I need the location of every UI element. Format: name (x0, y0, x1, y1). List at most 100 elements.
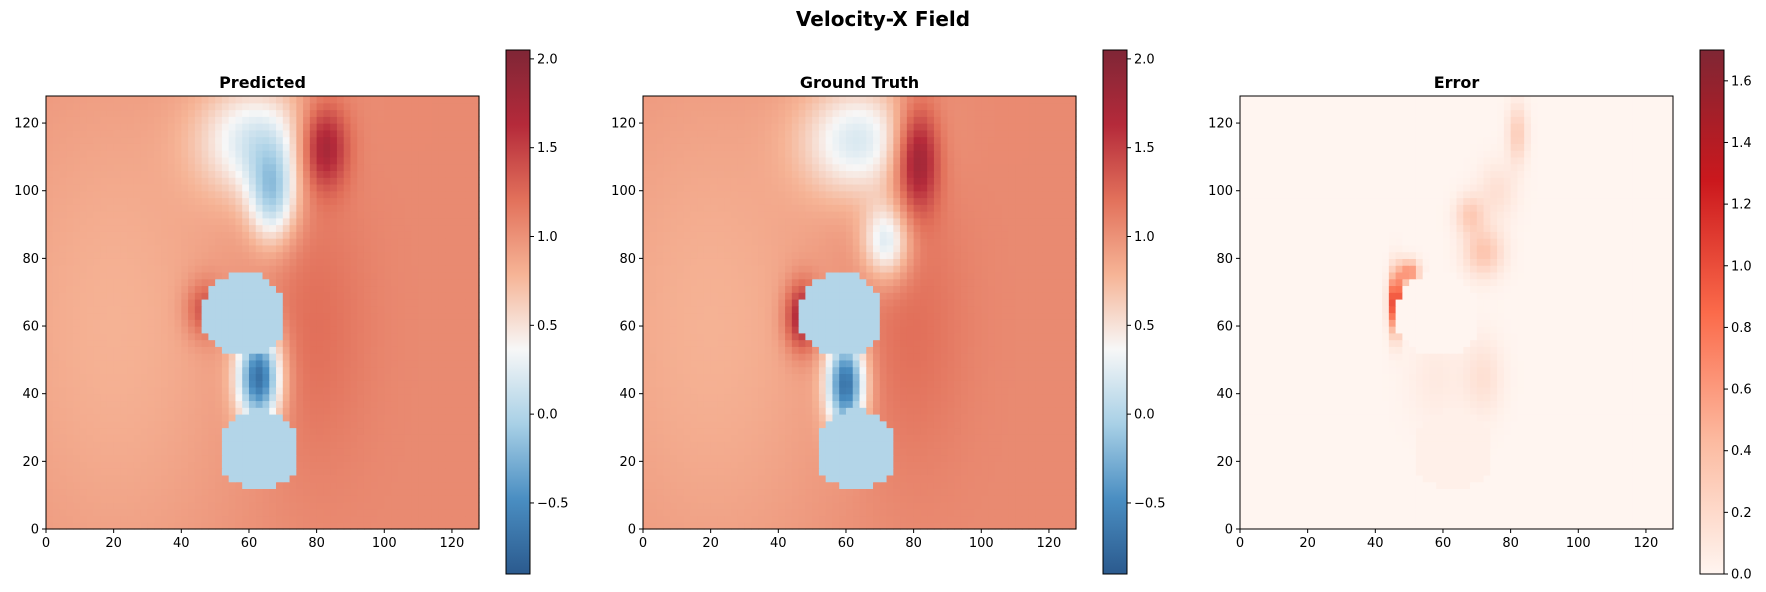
heatmap-cell (377, 265, 385, 273)
heatmap-cell (208, 150, 216, 158)
heatmap-cell (710, 468, 719, 476)
heatmap-cell (296, 292, 304, 300)
heatmap-cell (744, 447, 752, 456)
heatmap-cell (336, 244, 345, 253)
heatmap-cell (656, 434, 664, 442)
heatmap-cell (262, 150, 270, 158)
heatmap-cell (140, 123, 149, 131)
heatmap-cell (323, 332, 331, 341)
heatmap-cell (194, 515, 203, 523)
heatmap-cell (296, 366, 304, 374)
heatmap-cell (140, 359, 149, 368)
heatmap-cell (194, 420, 203, 429)
heatmap-cell (1055, 515, 1064, 523)
heatmap-cell (451, 373, 460, 381)
heatmap-cell (52, 373, 61, 381)
heatmap-cell (465, 413, 473, 422)
heatmap-cell (208, 447, 216, 456)
heatmap-cell (174, 238, 182, 246)
heatmap-cell (248, 177, 257, 185)
heatmap-cell (52, 238, 61, 246)
heatmap-cell (296, 143, 304, 151)
heatmap-cell (859, 522, 867, 530)
heatmap-cell (323, 278, 331, 287)
heatmap-cell (994, 481, 1003, 490)
heatmap-cell (791, 508, 800, 517)
heatmap-cell (221, 332, 230, 341)
heatmap-cell (188, 217, 196, 226)
heatmap-cell (404, 454, 412, 462)
heatmap-cell (282, 123, 291, 131)
heatmap-cell (262, 319, 270, 327)
heatmap-cell (289, 380, 297, 388)
heatmap-cell (181, 386, 189, 395)
heatmap-cell (228, 441, 237, 449)
heatmap-cell (438, 495, 446, 503)
heatmap-cell (404, 197, 412, 205)
heatmap-cell (336, 380, 345, 388)
heatmap-cell (59, 292, 67, 300)
heatmap-cell (812, 441, 820, 449)
heatmap-cell (316, 454, 324, 462)
heatmap-cell (221, 129, 230, 138)
heatmap-cell (465, 366, 473, 374)
heatmap-cell (140, 190, 149, 199)
heatmap-cell (303, 522, 311, 530)
heatmap-cell (100, 312, 108, 320)
heatmap-cell (133, 190, 142, 199)
heatmap-cell (113, 434, 122, 442)
heatmap-cell (472, 238, 480, 246)
heatmap-cell (133, 474, 142, 483)
heatmap-cell (303, 454, 311, 462)
heatmap-cell (458, 197, 467, 205)
heatmap-cell (248, 508, 257, 517)
heatmap-cell (1008, 461, 1016, 469)
heatmap-cell (154, 386, 162, 395)
heatmap-cell (805, 515, 813, 523)
heatmap-cell (323, 420, 331, 429)
heatmap-cell (147, 454, 155, 462)
heatmap-cell (282, 190, 291, 199)
heatmap-cell (845, 447, 854, 456)
heatmap-cell (357, 217, 365, 226)
heatmap-cell (404, 319, 412, 327)
heatmap-cell (133, 373, 142, 381)
heatmap-cell (167, 366, 176, 374)
heatmap-cell (59, 393, 67, 402)
heatmap-cell (133, 265, 142, 273)
heatmap-cell (472, 359, 480, 368)
heatmap-cell (174, 407, 182, 415)
heatmap-cell (242, 447, 250, 456)
heatmap-cell (1028, 474, 1037, 483)
heatmap-cell (73, 447, 81, 456)
heatmap-cell (404, 143, 412, 151)
heatmap-cell (818, 454, 827, 462)
heatmap-cell (167, 447, 176, 456)
heatmap-cell (336, 495, 345, 503)
heatmap-cell (140, 420, 149, 429)
heatmap-cell (289, 123, 297, 131)
heatmap-cell (228, 217, 237, 226)
heatmap-cell (282, 143, 291, 151)
heatmap-cell (1008, 501, 1016, 510)
heatmap-cell (336, 170, 345, 178)
heatmap-cell (52, 393, 61, 402)
heatmap-cell (451, 495, 460, 503)
heatmap-cell (100, 305, 108, 314)
heatmap-cell (181, 515, 189, 523)
heatmap-cell (113, 407, 122, 415)
heatmap-cell (106, 373, 115, 381)
heatmap-cell (194, 238, 203, 246)
heatmap-cell (384, 461, 392, 469)
heatmap-cell (113, 366, 122, 374)
heatmap-cell (1008, 474, 1016, 483)
heatmap-cell (181, 366, 189, 374)
heatmap-cell (181, 488, 189, 496)
heatmap-cell (46, 217, 54, 226)
heatmap-cell (309, 298, 318, 307)
heatmap-cell (343, 359, 352, 368)
heatmap-cell (52, 197, 61, 205)
heatmap-cell (93, 495, 101, 503)
heatmap-cell (269, 251, 277, 259)
heatmap-cell (154, 447, 162, 456)
